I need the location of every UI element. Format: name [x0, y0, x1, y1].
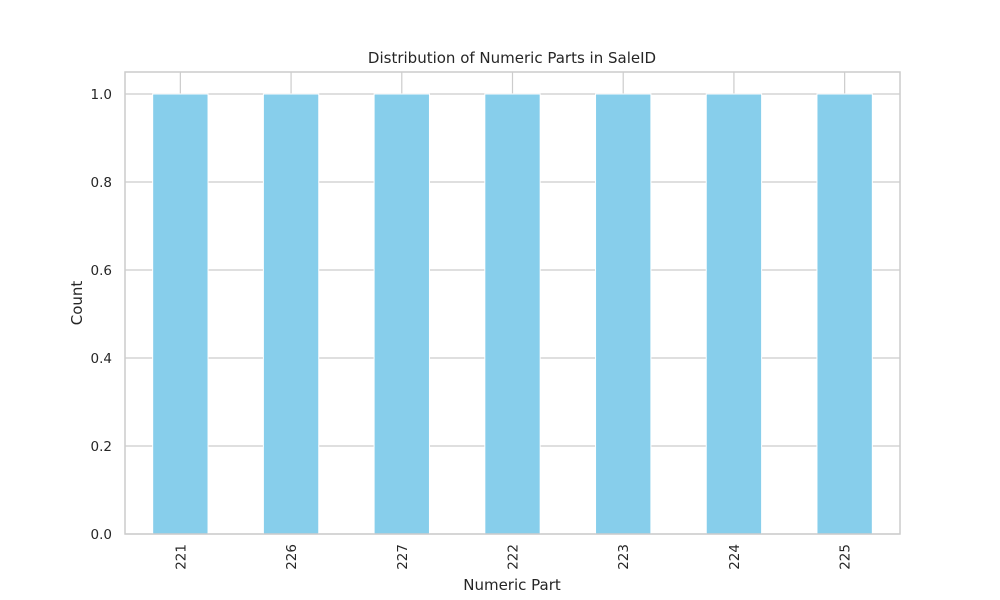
bar-224 — [705, 93, 763, 535]
x-axis-label: Numeric Part — [463, 576, 561, 594]
y-tick-label: 0.6 — [91, 263, 112, 279]
bar-223 — [595, 93, 652, 535]
y-tick-label: 0.0 — [91, 527, 112, 543]
y-tick-label: 1.0 — [91, 87, 112, 103]
x-tick-label: 223 — [616, 544, 632, 570]
bar-layer — [152, 93, 873, 535]
x-tick-label: 225 — [838, 544, 854, 570]
plot-frame — [124, 71, 901, 535]
x-tick-labels: 221 226 227 222 223 224 225 — [173, 544, 853, 570]
y-axis-label: Count — [68, 281, 86, 326]
y-tick-labels: 0.0 0.2 0.4 0.6 0.8 1.0 — [91, 87, 112, 543]
x-tick-label: 222 — [506, 544, 522, 570]
chart-title: Distribution of Numeric Parts in SaleID — [368, 49, 656, 67]
y-tick-label: 0.4 — [91, 351, 112, 367]
bar-225 — [816, 93, 873, 535]
bar-221 — [152, 93, 209, 535]
bar-227 — [373, 93, 430, 535]
x-tick-label: 227 — [395, 544, 411, 570]
y-tick-label: 0.2 — [91, 439, 112, 455]
x-tick-label: 221 — [173, 544, 189, 570]
bar-226 — [262, 93, 320, 535]
x-tick-label: 224 — [727, 544, 743, 570]
y-tick-label: 0.8 — [91, 175, 112, 191]
x-tick-label: 226 — [284, 544, 300, 570]
bar-222 — [484, 93, 541, 535]
